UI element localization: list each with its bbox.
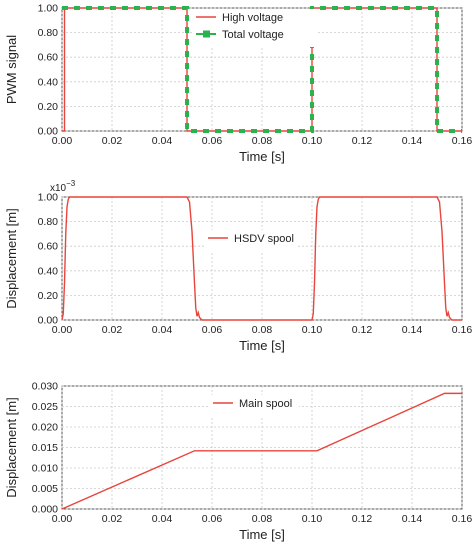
series-line-hsdv-spool xyxy=(61,196,462,321)
legend: High voltage Total voltage xyxy=(192,9,316,47)
x-tick-label: 0.06 xyxy=(202,324,223,336)
x-tick-label: 0.10 xyxy=(302,513,323,525)
series-group xyxy=(62,6,462,133)
y-tick-label: 0.015 xyxy=(32,442,58,454)
chart-main-spool-displacement: 0.00 0.02 0.04 0.06 0.08 0.10 0.12 0.14 0.16 0.00… xyxy=(4,381,472,543)
x-tick-label: 0.12 xyxy=(352,135,373,147)
legend-entry: High voltage xyxy=(196,12,283,24)
y-tick-label: 0.020 xyxy=(32,422,58,434)
legend-entry: HSDV spool xyxy=(208,233,294,245)
x-tick-label: 0.06 xyxy=(202,135,223,147)
x-tick-label: 0.14 xyxy=(402,135,423,147)
x-tick-label: 0.08 xyxy=(252,513,273,525)
y-tick-label: 1.00 xyxy=(38,3,59,15)
series-line-main-spool xyxy=(61,392,462,510)
y-axis-label: PWM signal xyxy=(4,35,19,104)
x-tick-label: 0.04 xyxy=(152,324,173,336)
x-tick-label: 0.00 xyxy=(52,324,73,336)
y-tick-label: 0.000 xyxy=(32,504,58,516)
x-axis-label: Time [s] xyxy=(239,338,285,353)
exponent-power: −3 xyxy=(66,179,76,188)
y-tick-label: 0.80 xyxy=(38,216,59,228)
legend-background xyxy=(204,230,296,251)
x-tick-label: 0.00 xyxy=(52,513,73,525)
series-group xyxy=(61,196,462,321)
x-tick-label: 0.10 xyxy=(302,135,323,147)
x-tick-label: 0.14 xyxy=(402,513,423,525)
legend-marker xyxy=(203,30,210,38)
legend-background xyxy=(192,9,316,47)
x-tick-label: 0.16 xyxy=(452,135,473,147)
y-tick-label: 0.030 xyxy=(32,381,58,393)
x-tick-label: 0.00 xyxy=(52,135,73,147)
series-line-total-voltage xyxy=(62,6,462,133)
legend-entry: Main spool xyxy=(213,398,292,410)
y-axis-label: Displacement [m] xyxy=(4,208,19,308)
x-tick-label: 0.16 xyxy=(452,513,473,525)
x-tick-label: 0.08 xyxy=(252,135,273,147)
series-group xyxy=(61,392,462,510)
legend: HSDV spool xyxy=(204,230,296,251)
y-tick-label: 0.20 xyxy=(38,101,59,113)
y-tick-label: 0.025 xyxy=(32,401,58,413)
legend-label: High voltage xyxy=(222,12,283,24)
chart-hsdv-displacement: 0.00 0.02 0.04 0.06 0.08 0.10 0.12 0.14 0.16 0.00… xyxy=(4,179,472,353)
legend-background xyxy=(209,395,299,416)
y-tick-label: 0.40 xyxy=(38,265,59,277)
legend-label: Total voltage xyxy=(222,29,284,41)
y-tick-label: 0.005 xyxy=(32,483,58,495)
y-tick-label: 0.00 xyxy=(38,126,59,138)
legend-entry: Total voltage xyxy=(196,29,284,41)
x-tick-label: 0.04 xyxy=(152,135,173,147)
x-tick-label: 0.12 xyxy=(352,324,373,336)
x-axis-label: Time [s] xyxy=(239,527,285,542)
y-tick-label: 0.80 xyxy=(38,27,59,39)
x-tick-label: 0.10 xyxy=(302,324,323,336)
y-tick-label: 0.60 xyxy=(38,241,59,253)
exponent-base: x10 xyxy=(50,183,67,194)
y-tick-label: 0.20 xyxy=(38,290,59,302)
chart-pwm-signal: 0.00 0.02 0.04 0.06 0.08 0.10 0.12 0.14 0.16 0.00… xyxy=(4,3,472,165)
y-axis-exponent: x10−3 xyxy=(50,179,76,194)
legend-label: Main spool xyxy=(239,398,292,410)
y-tick-label: 0.60 xyxy=(38,52,59,64)
y-tick-label: 0.40 xyxy=(38,76,59,88)
x-tick-label: 0.02 xyxy=(102,324,123,336)
y-axis-label: Displacement [m] xyxy=(4,397,19,497)
x-tick-label: 0.08 xyxy=(252,324,273,336)
x-tick-label: 0.12 xyxy=(352,513,373,525)
x-tick-label: 0.02 xyxy=(102,513,123,525)
y-tick-label: 1.00 xyxy=(38,192,59,204)
legend-label: HSDV spool xyxy=(234,233,294,245)
y-tick-label: 0.010 xyxy=(32,463,58,475)
legend: Main spool xyxy=(209,395,299,416)
x-tick-label: 0.16 xyxy=(452,324,473,336)
x-tick-label: 0.14 xyxy=(402,324,423,336)
x-tick-label: 0.04 xyxy=(152,513,173,525)
x-tick-label: 0.02 xyxy=(102,135,123,147)
x-tick-label: 0.06 xyxy=(202,513,223,525)
y-tick-label: 0.00 xyxy=(38,315,59,327)
x-axis-label: Time [s] xyxy=(239,149,285,164)
